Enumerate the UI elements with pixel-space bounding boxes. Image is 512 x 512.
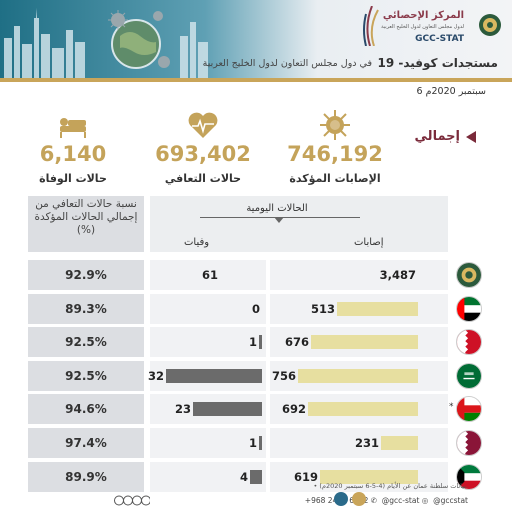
deaths-value-gcc: 61 [201, 268, 218, 282]
cases-value-saudi-arabia: 756 [271, 369, 296, 383]
recovery-pct-bahrain: 92.5% [28, 327, 144, 357]
deaths-value-saudi-arabia: 32 [147, 369, 164, 383]
deaths-cell-qatar [150, 428, 266, 458]
deceased-icon [60, 118, 86, 138]
deaths-cell-bahrain [150, 327, 266, 357]
cases-value-bahrain: 676 [284, 335, 309, 349]
deaths-value-bahrain: 1 [248, 335, 257, 349]
daily-header-box [150, 196, 448, 252]
flag-oman-icon [456, 396, 482, 422]
pct-header-box [28, 196, 144, 252]
recovered-total: 693,402 [155, 142, 251, 166]
cases-cell-qatar [270, 428, 448, 458]
deaths-column-header: وفيات [184, 237, 210, 248]
cases-bar-oman [308, 402, 418, 416]
deaths-value-uae: 0 [251, 302, 260, 316]
confirmed-label: الإصابات المؤكدة [289, 172, 381, 185]
gcc-stat-logo-mark-icon [363, 6, 379, 46]
deaths-value-qatar: 1 [248, 436, 257, 450]
deaths-bar-kuwait [250, 470, 262, 484]
cases-value-uae: 513 [310, 302, 335, 316]
oman-note: • بيانات سلطنة عمان عن الأيام (4-5-6 سبت… [313, 482, 469, 490]
deaths-value-oman: 23 [174, 402, 191, 416]
header-banner [0, 0, 512, 78]
footer-handle-2: @gcc-stat [381, 496, 420, 505]
caret-left-icon [466, 131, 476, 143]
logo-subtitle: لدول مجلس التعاون لدول الخليج العربية [381, 24, 464, 30]
cases-bar-bahrain [311, 335, 418, 349]
summary-label: إجمالي [414, 129, 460, 144]
globe-virus-graphic [108, 10, 170, 69]
deaths-cell-uae [150, 294, 266, 324]
cases-bar-kuwait [320, 470, 418, 484]
recovery-pct-oman: 94.6% [28, 394, 144, 424]
recovered-label: حالات التعافي [164, 172, 242, 185]
cases-bar-qatar [381, 436, 418, 450]
footer-handle-1: @gccstat [433, 496, 468, 505]
deaths-value-kuwait: 4 [239, 470, 248, 484]
deaths-cell-kuwait [150, 462, 266, 492]
flag-bahrain-icon [456, 329, 482, 355]
flag-qatar-icon [456, 430, 482, 456]
page-subtitle: في دول مجلس التعاون لدول الخليج العربية [202, 58, 372, 69]
header-pointer-icon [274, 217, 284, 223]
heartbeat-icon [188, 112, 218, 138]
cases-column-header: إصابات [354, 237, 384, 248]
cases-bar-saudi-arabia [298, 369, 418, 383]
header-gold-strip [0, 78, 512, 82]
deaths-label: حالات الوفاة [39, 172, 107, 185]
pct-column-header: نسبة حالات التعافي من إجمالي الحالات الم… [34, 198, 138, 237]
logo-gcc-stat: GCC-STAT [415, 34, 464, 44]
cases-value-gcc: 3,487 [379, 268, 416, 282]
cases-value-kuwait: 619 [293, 470, 318, 484]
recovery-pct-saudi-arabia: 92.5% [28, 361, 144, 391]
report-date: 6 سبتمبر 2020م [416, 86, 486, 97]
flag-kuwait-icon [456, 464, 482, 490]
virus-icon [320, 110, 350, 140]
oman-asterisk: * [449, 402, 454, 412]
deaths-bar-bahrain [259, 335, 262, 349]
daily-cases-header: الحالات اليومية [246, 203, 308, 214]
flag-gcc-icon [456, 262, 482, 288]
cases-bar-uae [337, 302, 418, 316]
flag-saudi-arabia-icon [456, 363, 482, 389]
deaths-bar-qatar [259, 436, 262, 450]
page-title: مستجدات كوفيد- 19 [377, 56, 498, 70]
deaths-bar-oman [193, 402, 262, 416]
cases-value-oman: 692 [281, 402, 306, 416]
deaths-bar-saudi-arabia [166, 369, 262, 383]
recovery-pct-qatar: 97.4% [28, 428, 144, 458]
partner-logo-icon [334, 492, 348, 506]
confirmed-total: 746,192 [287, 142, 383, 166]
gcc-emblem-icon [479, 14, 501, 36]
logo-title: المركز الإحصائي [382, 10, 464, 21]
recovery-pct-kuwait: 89.9% [28, 462, 144, 492]
social-icons [114, 495, 150, 506]
deaths-cell-gcc [150, 260, 266, 290]
cases-cell-gcc [270, 260, 448, 290]
city-skyline-graphic [4, 8, 208, 78]
deaths-total: 6,140 [39, 142, 107, 166]
recovery-pct-uae: 89.3% [28, 294, 144, 324]
partner-logo-2-icon [352, 492, 366, 506]
footer-contacts: +968 2434 6482 ✆ @gcc-stat ◎ @gccstat [304, 496, 468, 505]
cases-value-qatar: 231 [354, 436, 379, 450]
flag-uae-icon [456, 296, 482, 322]
recovery-pct-gcc: 92.9% [28, 260, 144, 290]
